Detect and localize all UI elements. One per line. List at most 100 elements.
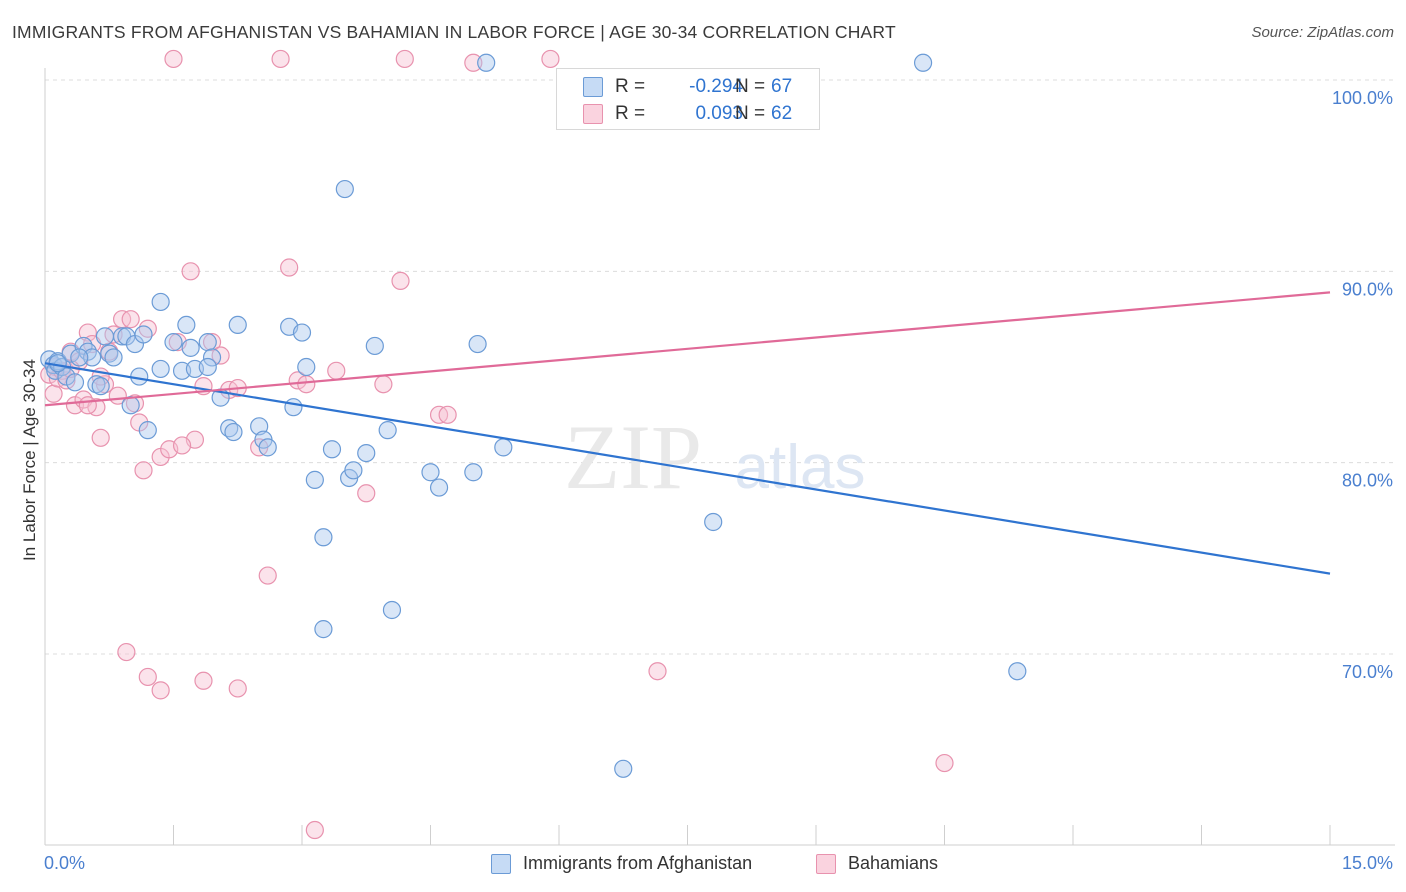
afghanistan-point <box>365 336 384 356</box>
afghanistan-point <box>284 398 303 417</box>
x-tick-label: 15.0% <box>1342 853 1393 873</box>
afghanistan-point <box>464 463 483 482</box>
afghanistan-point <box>164 333 183 352</box>
legend-n-label: N = <box>735 103 766 124</box>
bahamian-point <box>541 49 560 69</box>
legend-n-label: N = <box>735 76 766 97</box>
bahamian-point <box>327 361 346 380</box>
afghanistan-point <box>1008 662 1027 681</box>
legend-r-label: R = <box>615 103 646 124</box>
afghanistan-point <box>314 620 333 639</box>
afghanistan-point <box>181 338 200 357</box>
afghanistan-point <box>224 422 243 442</box>
afghanistan-point <box>83 348 102 367</box>
x-tick-label: 0.0% <box>44 853 85 873</box>
afghanistan-point <box>134 325 153 344</box>
afghanistan-point <box>198 333 217 352</box>
afghanistan-point <box>378 421 397 440</box>
bahamian-point <box>395 49 414 69</box>
source-credit: Source: ZipAtlas.com <box>1251 24 1394 41</box>
legend-swatch-blue <box>583 77 603 97</box>
watermark-zip: ZIP <box>564 406 702 508</box>
bahamian-point <box>464 53 483 72</box>
bahamian-point <box>181 262 200 281</box>
legend-swatch-blue <box>491 854 511 874</box>
bahamian-point <box>258 566 277 585</box>
bahamian-point <box>648 662 667 681</box>
afghanistan-point <box>322 440 342 459</box>
bahamian-point <box>172 436 192 455</box>
bahamian-point <box>194 671 213 690</box>
afghanistan-point <box>421 463 440 482</box>
bahamian-point <box>374 375 393 394</box>
afghanistan-point <box>292 323 312 342</box>
bahamian-point <box>391 271 410 290</box>
bahamian-point <box>78 323 97 342</box>
bahamian-point <box>228 679 247 698</box>
bahamian-point <box>935 753 954 773</box>
afghanistan-point <box>297 357 316 377</box>
afghanistan-point <box>228 315 247 335</box>
afghanistan-point <box>429 478 449 497</box>
bahamian-point <box>357 484 376 503</box>
bahamian-point <box>271 49 290 69</box>
afghanistan-point <box>614 759 633 778</box>
afghanistan-point <box>202 348 222 367</box>
afghanistan-point <box>70 348 89 367</box>
y-tick-label: 70.0% <box>1342 662 1393 682</box>
afghanistan-point <box>95 327 115 346</box>
afghanistan-point <box>357 444 376 463</box>
legend-r-value: -0.294 <box>689 76 743 97</box>
bahamian-point <box>121 310 140 329</box>
afghanistan-point <box>104 348 123 367</box>
watermark-atlas: atlas <box>735 433 866 502</box>
afghanistan-point <box>494 438 513 457</box>
bahamian-point <box>117 642 136 662</box>
bahamian-point <box>151 681 170 700</box>
legend-n-value: 67 <box>771 76 793 97</box>
y-tick-label: 90.0% <box>1342 279 1393 299</box>
correlation-legend: R = -0.294 N = 67 R = 0.093 N = 62 <box>556 68 820 130</box>
afghanistan-point <box>198 357 217 377</box>
legend-r-label: R = <box>615 76 646 97</box>
afghanistan-point <box>151 292 170 312</box>
afghanistan-point <box>91 377 110 396</box>
legend-label-afghanistan: Immigrants from Afghanistan <box>523 853 753 873</box>
bahamian-point <box>164 49 183 69</box>
legend-swatch-pink <box>816 854 836 874</box>
afghanistan-point <box>704 512 723 532</box>
afghanistan-point <box>314 528 333 547</box>
afghanistan-point <box>382 600 402 620</box>
trendline-afghanistan <box>44 362 1331 575</box>
bahamian-point <box>280 258 299 277</box>
trendline-bahamians <box>44 291 1331 407</box>
bahamian-point <box>305 820 324 840</box>
bahamian-point <box>78 396 97 415</box>
bahamian-point <box>44 384 63 403</box>
bahamian-point <box>91 428 110 447</box>
chart-title: IMMIGRANTS FROM AFGHANISTAN VS BAHAMIAN … <box>12 22 896 42</box>
afghanistan-point <box>48 354 67 373</box>
y-axis-label: In Labor Force | Age 30-34 <box>20 359 39 561</box>
legend-swatch-pink <box>583 104 603 124</box>
y-tick-label: 100.0% <box>1332 88 1393 108</box>
afghanistan-point <box>468 334 487 354</box>
bahamian-point <box>438 405 457 424</box>
legend-label-bahamians: Bahamians <box>848 853 939 873</box>
legend-n-value: 62 <box>771 103 793 124</box>
afghanistan-point <box>335 179 354 199</box>
afghanistan-point <box>138 421 157 440</box>
afghanistan-point <box>913 53 933 72</box>
bahamian-point <box>288 371 307 390</box>
bahamian-point <box>138 667 157 687</box>
y-tick-label: 80.0% <box>1342 471 1393 491</box>
series-legend: Immigrants from Afghanistan Bahamians <box>0 850 1406 880</box>
bahamian-point <box>134 461 153 480</box>
afghanistan-point <box>477 53 496 72</box>
afghanistan-point <box>305 470 324 489</box>
afghanistan-point <box>177 315 196 335</box>
afghanistan-point <box>151 359 170 379</box>
bahamian-point <box>202 333 222 352</box>
bahamian-point <box>297 375 316 394</box>
